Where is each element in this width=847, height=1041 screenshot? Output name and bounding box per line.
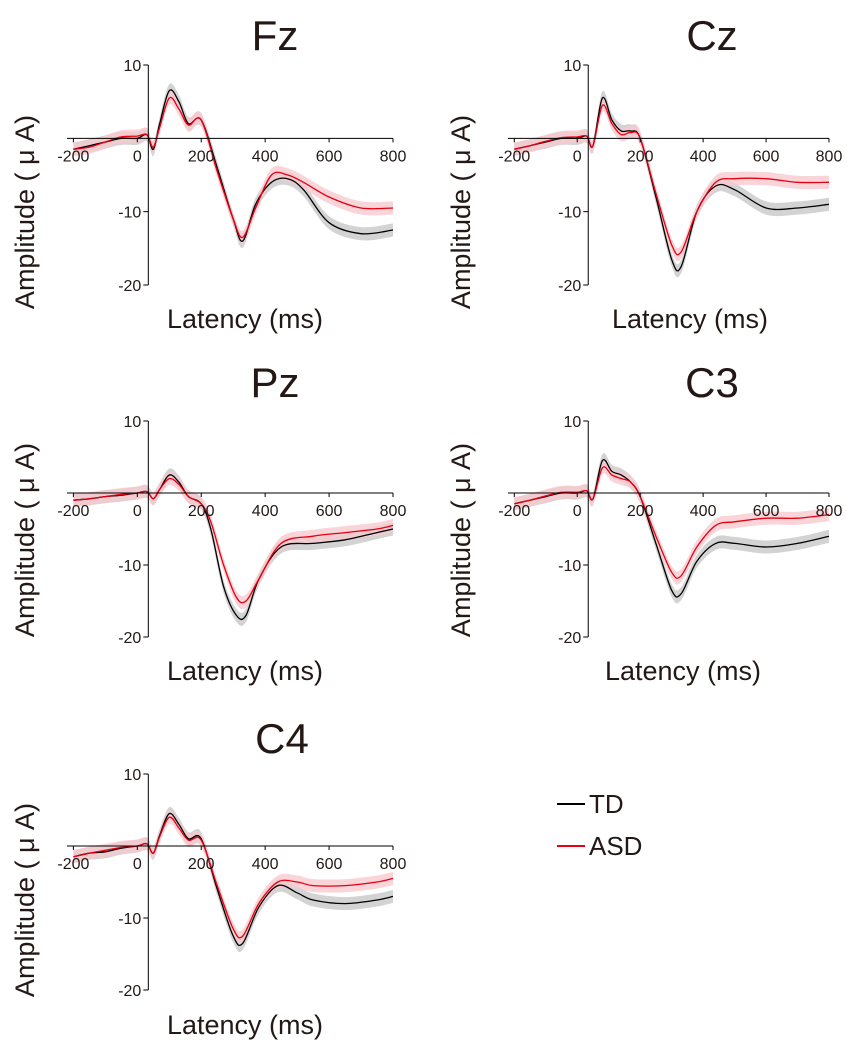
x-axis-label: Latency (ms) xyxy=(167,656,323,686)
x-tick-label: 800 xyxy=(380,148,407,165)
x-tick-label: 400 xyxy=(252,148,279,165)
x-axis-label: Latency (ms) xyxy=(605,656,761,686)
x-tick-label: 200 xyxy=(188,503,215,520)
x-axis-label: Latency (ms) xyxy=(612,304,768,334)
x-tick-label: 0 xyxy=(133,148,142,165)
panel-title: Pz xyxy=(250,359,299,406)
legend-label-td: TD xyxy=(589,789,624,819)
x-axis-label: Latency (ms) xyxy=(167,1010,323,1040)
y-tick-label: -20 xyxy=(558,630,581,647)
y-axis-label: Amplitude ( μ A) xyxy=(10,115,40,309)
y-tick-label: 10 xyxy=(124,414,142,431)
panel-title: C3 xyxy=(685,359,739,406)
x-tick-label: 800 xyxy=(380,503,407,520)
erp-panel-fz: Fz Amplitude ( μ A) Latency (ms) 10 -10 -20 -2… xyxy=(10,12,406,334)
y-tick-label: -10 xyxy=(118,205,141,222)
x-tick-label: -200 xyxy=(57,503,89,520)
erp-panel-c3: C3 Amplitude ( μ A) Latency (ms) 10 -10 -20 -2… xyxy=(446,359,842,686)
erp-panel-cz: Cz Amplitude ( μ A) Latency (ms) 10 -10 -20 -2… xyxy=(446,12,842,334)
x-tick-label: 800 xyxy=(816,503,843,520)
x-tick-label: 0 xyxy=(573,503,582,520)
x-tick-label: 0 xyxy=(133,503,142,520)
y-tick-label: -10 xyxy=(558,558,581,575)
y-tick-label: -10 xyxy=(118,911,141,928)
erp-panel-c4: C4 Amplitude ( μ A) Latency (ms) 10 -10 -20 -2… xyxy=(10,715,406,1040)
series-band-asd xyxy=(514,98,829,262)
x-tick-label: -200 xyxy=(57,148,89,165)
series-line-asd xyxy=(73,96,394,239)
x-tick-label: 400 xyxy=(690,148,717,165)
y-tick-label: -10 xyxy=(118,558,141,575)
panel-title: Cz xyxy=(686,12,737,59)
y-tick-label: 10 xyxy=(124,58,142,75)
series-line-asd xyxy=(514,104,830,256)
panel-title: Fz xyxy=(252,12,299,59)
series-band-asd xyxy=(514,460,829,585)
y-tick-label: 10 xyxy=(563,414,581,431)
x-tick-label: 200 xyxy=(627,148,654,165)
legend: TD ASD xyxy=(557,789,642,861)
erp-panel-pz: Pz Amplitude ( μ A) Latency (ms) 10 -10 -20 -2… xyxy=(10,359,406,686)
x-tick-label: 600 xyxy=(316,148,343,165)
series-band-asd xyxy=(73,90,394,245)
x-tick-label: 600 xyxy=(753,148,780,165)
x-tick-label: -200 xyxy=(57,856,89,873)
y-tick-label: -10 xyxy=(558,205,581,222)
y-tick-label: -20 xyxy=(558,278,581,295)
x-tick-label: 0 xyxy=(133,856,142,873)
series-line-asd xyxy=(73,816,394,939)
x-axis-label: Latency (ms) xyxy=(167,304,323,334)
x-tick-label: 400 xyxy=(252,503,279,520)
x-tick-label: 400 xyxy=(690,503,717,520)
x-tick-label: 0 xyxy=(573,148,582,165)
x-tick-label: 800 xyxy=(380,856,407,873)
x-tick-label: 200 xyxy=(188,148,215,165)
y-tick-label: 10 xyxy=(563,58,581,75)
y-tick-label: -20 xyxy=(118,630,141,647)
x-tick-label: 600 xyxy=(316,856,343,873)
y-tick-label: -20 xyxy=(118,278,141,295)
y-axis-label: Amplitude ( μ A) xyxy=(446,115,476,309)
y-tick-label: 10 xyxy=(124,767,142,784)
series-band-td xyxy=(73,468,394,626)
series-line-asd xyxy=(514,466,830,579)
series-band-td xyxy=(514,453,829,604)
series-band-asd xyxy=(73,471,394,610)
x-tick-label: -200 xyxy=(498,503,530,520)
y-tick-label: -20 xyxy=(118,983,141,1000)
series-line-asd xyxy=(73,477,394,604)
x-tick-label: 600 xyxy=(316,503,343,520)
y-axis-label: Amplitude ( μ A) xyxy=(10,803,40,997)
series-band-td xyxy=(73,83,394,248)
legend-label-asd: ASD xyxy=(589,831,642,861)
x-tick-label: 600 xyxy=(753,503,780,520)
x-tick-label: -200 xyxy=(498,148,530,165)
x-tick-label: 800 xyxy=(816,148,843,165)
x-tick-label: 400 xyxy=(252,856,279,873)
x-tick-label: 200 xyxy=(627,503,654,520)
y-axis-label: Amplitude ( μ A) xyxy=(446,443,476,637)
panel-title: C4 xyxy=(255,715,309,762)
x-tick-label: 200 xyxy=(188,856,215,873)
y-axis-label: Amplitude ( μ A) xyxy=(10,443,40,637)
